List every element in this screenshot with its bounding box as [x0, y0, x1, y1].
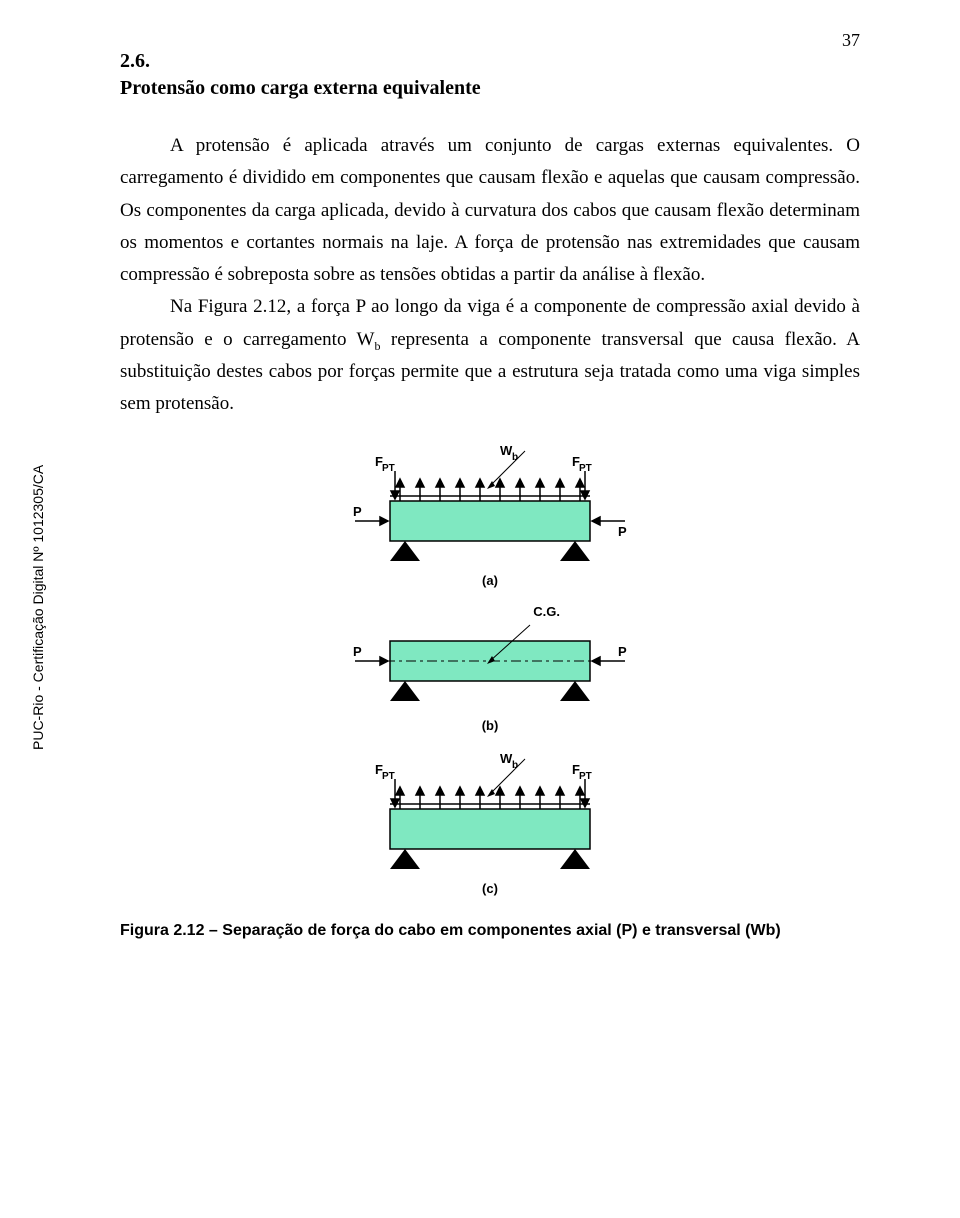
- sidebar-certification: PUC-Rio - Certificação Digital Nº 101230…: [30, 465, 46, 750]
- cg-label: C.G.: [533, 604, 560, 619]
- diagram-a-svg: FPT FPT P P Wb: [320, 441, 660, 571]
- page-number: 37: [842, 30, 860, 51]
- diagram-b: C.G. P P (b): [320, 604, 660, 733]
- svg-text:b: b: [512, 452, 518, 463]
- diagram-a-label: (a): [482, 573, 498, 588]
- svg-text:PT: PT: [382, 771, 395, 782]
- svg-text:P: P: [618, 524, 627, 539]
- svg-text:P: P: [353, 644, 362, 659]
- figure-caption: Figura 2.12 – Separação de força do cabo…: [120, 920, 860, 942]
- section-title: Protensão como carga externa equivalente: [120, 77, 860, 100]
- figure-2-12: FPT FPT P P Wb (a) C.G. P P: [120, 441, 860, 896]
- diagram-c-label: (c): [482, 881, 498, 896]
- svg-text:PT: PT: [579, 771, 592, 782]
- paragraph-2: Na Figura 2.12, a força P ao longo da vi…: [120, 291, 860, 420]
- svg-text:PT: PT: [382, 463, 395, 474]
- svg-text:PT: PT: [579, 463, 592, 474]
- diagram-b-svg: P P: [320, 621, 660, 716]
- svg-text:b: b: [512, 760, 518, 771]
- diagram-a: FPT FPT P P Wb (a): [320, 441, 660, 588]
- paragraph-1: A protensão é aplicada através um conjun…: [120, 130, 860, 291]
- diagram-b-label: (b): [482, 718, 499, 733]
- section-number: 2.6.: [120, 50, 860, 73]
- diagram-c: FPT FPT Wb (c): [320, 749, 660, 896]
- svg-text:P: P: [353, 504, 362, 519]
- svg-text:P: P: [618, 644, 627, 659]
- diagram-c-svg: FPT FPT Wb: [320, 749, 660, 879]
